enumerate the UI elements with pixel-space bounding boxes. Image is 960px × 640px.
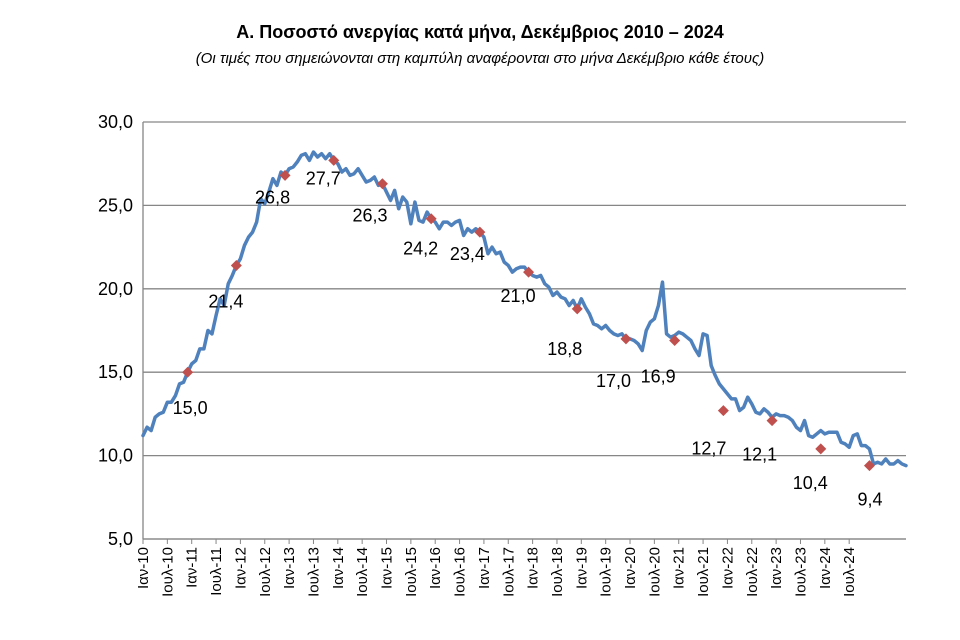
december-marker (279, 169, 291, 181)
y-tick-label: 5,0 (108, 529, 133, 549)
december-marker (571, 303, 583, 315)
x-tick-label: Ιαν-16 (427, 547, 444, 589)
x-tick-label: Ιουλ-17 (500, 547, 517, 597)
x-tick-label: Ιαν-14 (330, 547, 347, 589)
x-tick-label: Ιουλ-21 (695, 547, 712, 597)
x-tick-label: Ιουλ-16 (452, 547, 469, 597)
december-marker (474, 226, 486, 238)
data-label: 21,4 (208, 291, 243, 311)
december-marker (863, 460, 875, 472)
data-label: 12,1 (742, 445, 777, 465)
december-marker (766, 415, 778, 427)
data-label: 27,7 (306, 168, 341, 188)
x-tick-label: Ιουλ-14 (354, 547, 371, 597)
x-tick-label: Ιουλ-15 (403, 547, 420, 597)
data-label: 16,9 (641, 367, 676, 387)
y-tick-label: 30,0 (98, 112, 133, 132)
x-tick-label: Ιουλ-23 (792, 547, 809, 597)
x-tick-label: Ιουλ-18 (549, 547, 566, 597)
x-tick-label: Ιαν-18 (525, 547, 542, 589)
data-label: 15,0 (173, 398, 208, 418)
x-tick-label: Ιαν-21 (671, 547, 688, 589)
x-tick-label: Ιουλ-10 (159, 547, 176, 597)
x-tick-label: Ιαν-20 (622, 547, 639, 589)
december-marker (523, 266, 535, 278)
x-tick-label: Ιαν-23 (768, 547, 785, 589)
x-tick-label: Ιαν-19 (573, 547, 590, 589)
unemployment-series-line (141, 150, 908, 468)
y-tick-label: 15,0 (98, 362, 133, 382)
y-tick-label: 10,0 (98, 446, 133, 466)
data-label: 23,4 (450, 244, 485, 264)
x-tick-label: Ιαν-10 (135, 547, 152, 589)
x-tick-label: Ιουλ-20 (646, 547, 663, 597)
december-marker (717, 405, 729, 417)
december-marker (815, 443, 827, 455)
data-label: 26,3 (352, 206, 387, 226)
data-label: 21,0 (501, 286, 536, 306)
x-tick-label: Ιουλ-13 (305, 547, 322, 597)
x-tick-label: Ιαν-17 (476, 547, 493, 589)
data-label: 12,7 (691, 439, 726, 459)
december-marker (669, 335, 681, 347)
x-tick-label: Ιουλ-24 (841, 547, 858, 597)
x-tick-label: Ιαν-15 (379, 547, 396, 589)
data-label: 9,4 (857, 490, 882, 510)
y-tick-label: 25,0 (98, 195, 133, 215)
chart-subtitle: (Οι τιμές που σημειώνονται στη καμπύλη α… (195, 50, 765, 67)
december-marker (328, 154, 340, 166)
december-marker (230, 259, 242, 271)
data-label: 26,8 (255, 187, 290, 207)
december-marker (376, 178, 388, 190)
x-tick-label: Ιουλ-11 (208, 547, 225, 596)
x-tick-label: Ιαν-22 (719, 547, 736, 589)
x-tick-label: Ιουλ-19 (598, 547, 615, 597)
y-tick-label: 20,0 (98, 279, 133, 299)
chart-title: Α. Ποσοστό ανεργίας κατά μήνα, Δεκέμβριο… (236, 22, 724, 42)
x-tick-label: Ιουλ-12 (257, 547, 274, 597)
december-marker (425, 213, 437, 225)
data-label: 17,0 (596, 371, 631, 391)
x-tick-label: Ιαν-12 (232, 547, 249, 589)
data-label: 18,8 (547, 339, 582, 359)
december-marker (182, 366, 194, 378)
x-tick-label: Ιαν-24 (817, 547, 834, 589)
data-label: 10,4 (793, 473, 828, 493)
x-tick-label: Ιαν-13 (281, 547, 298, 589)
december-marker (620, 333, 632, 345)
data-label: 24,2 (403, 239, 438, 259)
x-tick-label: Ιουλ-22 (744, 547, 761, 597)
x-tick-label: Ιαν-11 (184, 547, 201, 588)
